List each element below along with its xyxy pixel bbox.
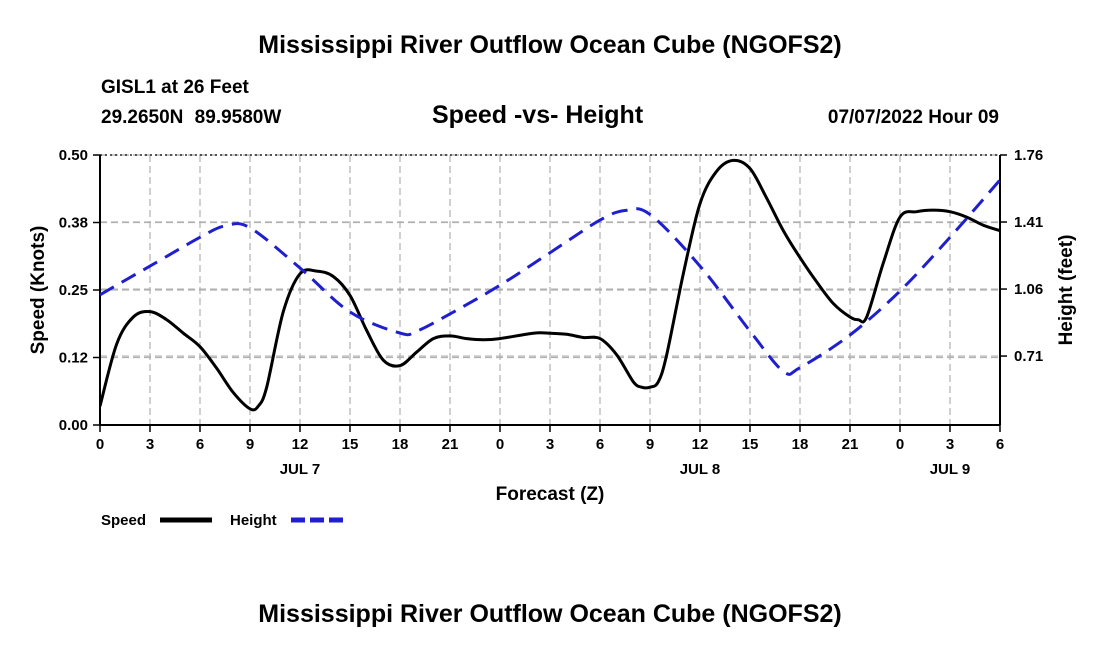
chart-subtitle: Speed -vs- Height (432, 101, 644, 129)
legend-height-label: Height (230, 512, 277, 529)
y-axis-label: Speed (Knots) (28, 226, 49, 355)
y2-tick-label: 1.06 (1014, 281, 1043, 298)
x-tick-label: 0 (496, 436, 504, 453)
forecast-datetime: 07/07/2022 Hour 09 (827, 107, 999, 128)
y-tick-label: 0.12 (59, 350, 88, 367)
x-tick-label: 3 (546, 436, 554, 453)
y-tick-label: 0.00 (59, 417, 88, 434)
x-axis-label: Forecast (Z) (496, 484, 605, 505)
x-tick-label: 18 (392, 436, 409, 453)
x-tick-label: 15 (742, 436, 759, 453)
x-tick-label: 3 (146, 436, 154, 453)
y-tick-label: 0.38 (59, 215, 88, 232)
x-tick-label: 0 (896, 436, 904, 453)
x-day-label: JUL 9 (930, 461, 971, 478)
y2-tick-label: 1.41 (1014, 214, 1043, 231)
x-tick-label: 6 (996, 436, 1004, 453)
x-tick-label: 9 (646, 436, 654, 453)
x-tick-label: 15 (342, 436, 359, 453)
chart-main-title: Mississippi River Outflow Ocean Cube (NG… (258, 31, 842, 59)
x-tick-label: 6 (596, 436, 604, 453)
height-series-line (100, 178, 1000, 376)
x-day-label: JUL 8 (680, 461, 721, 478)
y2-axis-label: Height (feet) (1056, 235, 1077, 346)
chart-bottom-title: Mississippi River Outflow Ocean Cube (NG… (258, 600, 842, 628)
x-tick-label: 0 (96, 436, 104, 453)
x-tick-label: 21 (442, 436, 459, 453)
legend-speed-label: Speed (101, 512, 146, 529)
y-tick-label: 0.50 (59, 147, 88, 164)
station-label: GISL1 at 26 Feet (101, 77, 249, 98)
x-tick-label: 3 (946, 436, 954, 453)
x-tick-label: 9 (246, 436, 254, 453)
x-tick-label: 12 (692, 436, 709, 453)
speed-series-line (100, 158, 1000, 412)
x-tick-label: 12 (292, 436, 309, 453)
x-tick-label: 6 (196, 436, 204, 453)
y2-tick-label: 0.71 (1014, 348, 1043, 365)
x-day-label: JUL 7 (280, 461, 321, 478)
y-tick-label: 0.25 (59, 282, 88, 299)
y2-tick-label: 1.76 (1014, 147, 1043, 164)
x-tick-label: 21 (842, 436, 859, 453)
x-tick-label: 18 (792, 436, 809, 453)
station-coordinates: 29.2650N 89.9580W (101, 107, 282, 128)
